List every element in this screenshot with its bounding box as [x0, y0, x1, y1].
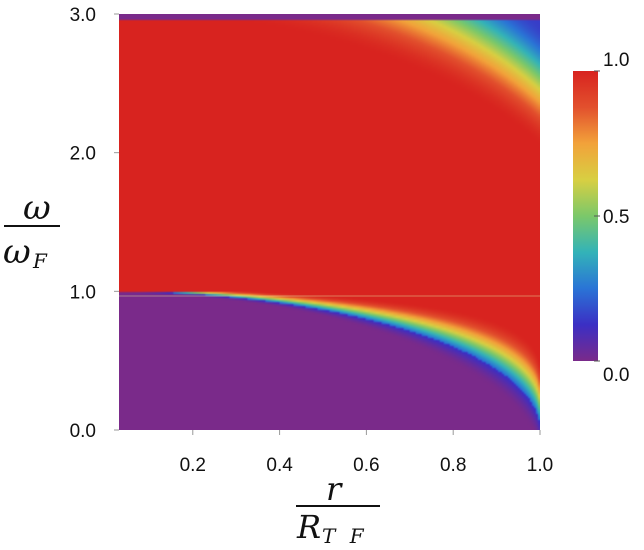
- y-tick-label: 0.0: [70, 421, 96, 442]
- colorbar: 0.0 0.5 1.0: [573, 50, 629, 386]
- x-tick-label: 0.6: [353, 455, 379, 476]
- colorbar-tick-label: 0.0: [603, 365, 629, 386]
- y-axis-ticks: 0.0 1.0 2.0 3.0: [70, 5, 119, 442]
- x-axis-ticks: 0.2 0.4 0.6 0.8 1.0: [180, 430, 553, 476]
- x-label-numerator: r: [326, 470, 343, 508]
- x-axis-label: r R T F: [296, 470, 380, 548]
- y-tick-label: 3.0: [70, 5, 96, 26]
- y-label-denominator: ω: [3, 232, 31, 272]
- colorbar-tick-label: 1.0: [603, 50, 629, 71]
- colorbar-ticks: 0.0 0.5 1.0: [594, 50, 629, 386]
- x-tick-label: 1.0: [527, 455, 553, 476]
- heatmap-image: [119, 14, 540, 430]
- y-label-numerator: ω: [23, 188, 51, 228]
- x-tick-label: 0.8: [440, 455, 466, 476]
- x-label-denominator-sub: T F: [322, 524, 368, 548]
- y-axis-label: ω ω F: [3, 188, 60, 273]
- y-tick-label: 2.0: [70, 144, 96, 165]
- colorbar-bar: [573, 71, 598, 361]
- x-tick-label: 0.2: [180, 455, 206, 476]
- x-label-denominator: R: [296, 508, 321, 546]
- x-tick-label: 0.4: [266, 455, 293, 476]
- y-label-denominator-sub: F: [32, 249, 48, 273]
- y-tick-label: 1.0: [70, 282, 96, 303]
- colorbar-tick-label: 0.5: [603, 207, 629, 228]
- plot-area: [119, 14, 540, 430]
